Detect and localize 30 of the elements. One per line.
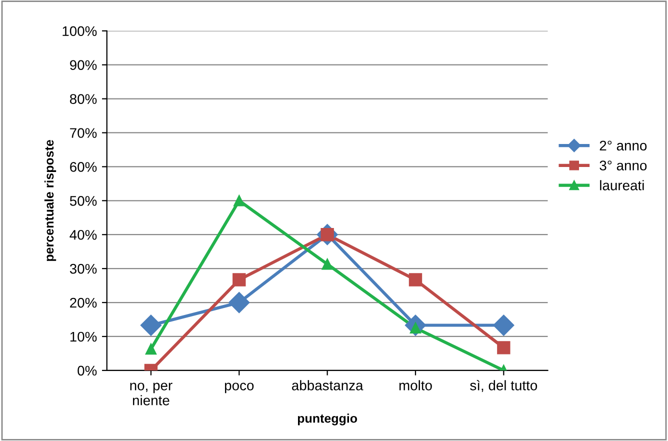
- x-tick-label: poco: [224, 382, 254, 394]
- legend-label: 2° anno: [600, 140, 647, 151]
- point: [145, 343, 157, 355]
- x-tick-label: molto: [399, 380, 432, 390]
- y-tick-label: 90%: [70, 60, 97, 70]
- y-tick-label: 40%: [70, 230, 97, 240]
- point: [234, 195, 245, 206]
- point: [493, 314, 514, 336]
- point: [140, 314, 162, 336]
- y-axis-title: percentuale risposte: [44, 140, 56, 261]
- y-tick-label: 20%: [70, 298, 97, 308]
- point: [497, 341, 510, 354]
- y-tick-label: 80%: [70, 94, 97, 104]
- x-tick-label: sì, del tutto: [470, 380, 538, 392]
- point: [228, 292, 250, 314]
- y-tick-label: 30%: [70, 264, 97, 274]
- point: [408, 273, 422, 286]
- y-tick-label: 0%: [78, 366, 97, 376]
- point: [232, 273, 246, 286]
- y-tick-label: 100%: [62, 26, 97, 36]
- y-tick-label: 10%: [70, 332, 97, 342]
- y-tick-label: 70%: [70, 128, 97, 138]
- legend-label: laureati: [600, 180, 644, 190]
- x-tick-label: abbastanza: [292, 380, 364, 390]
- x-tick-label: no, per niente: [130, 382, 172, 406]
- y-tick-label: 50%: [70, 196, 97, 206]
- legend-label: 3° anno: [600, 160, 647, 170]
- y-tick-label: 60%: [70, 162, 97, 172]
- point: [322, 258, 333, 270]
- x-axis-title: punteggio: [298, 414, 358, 426]
